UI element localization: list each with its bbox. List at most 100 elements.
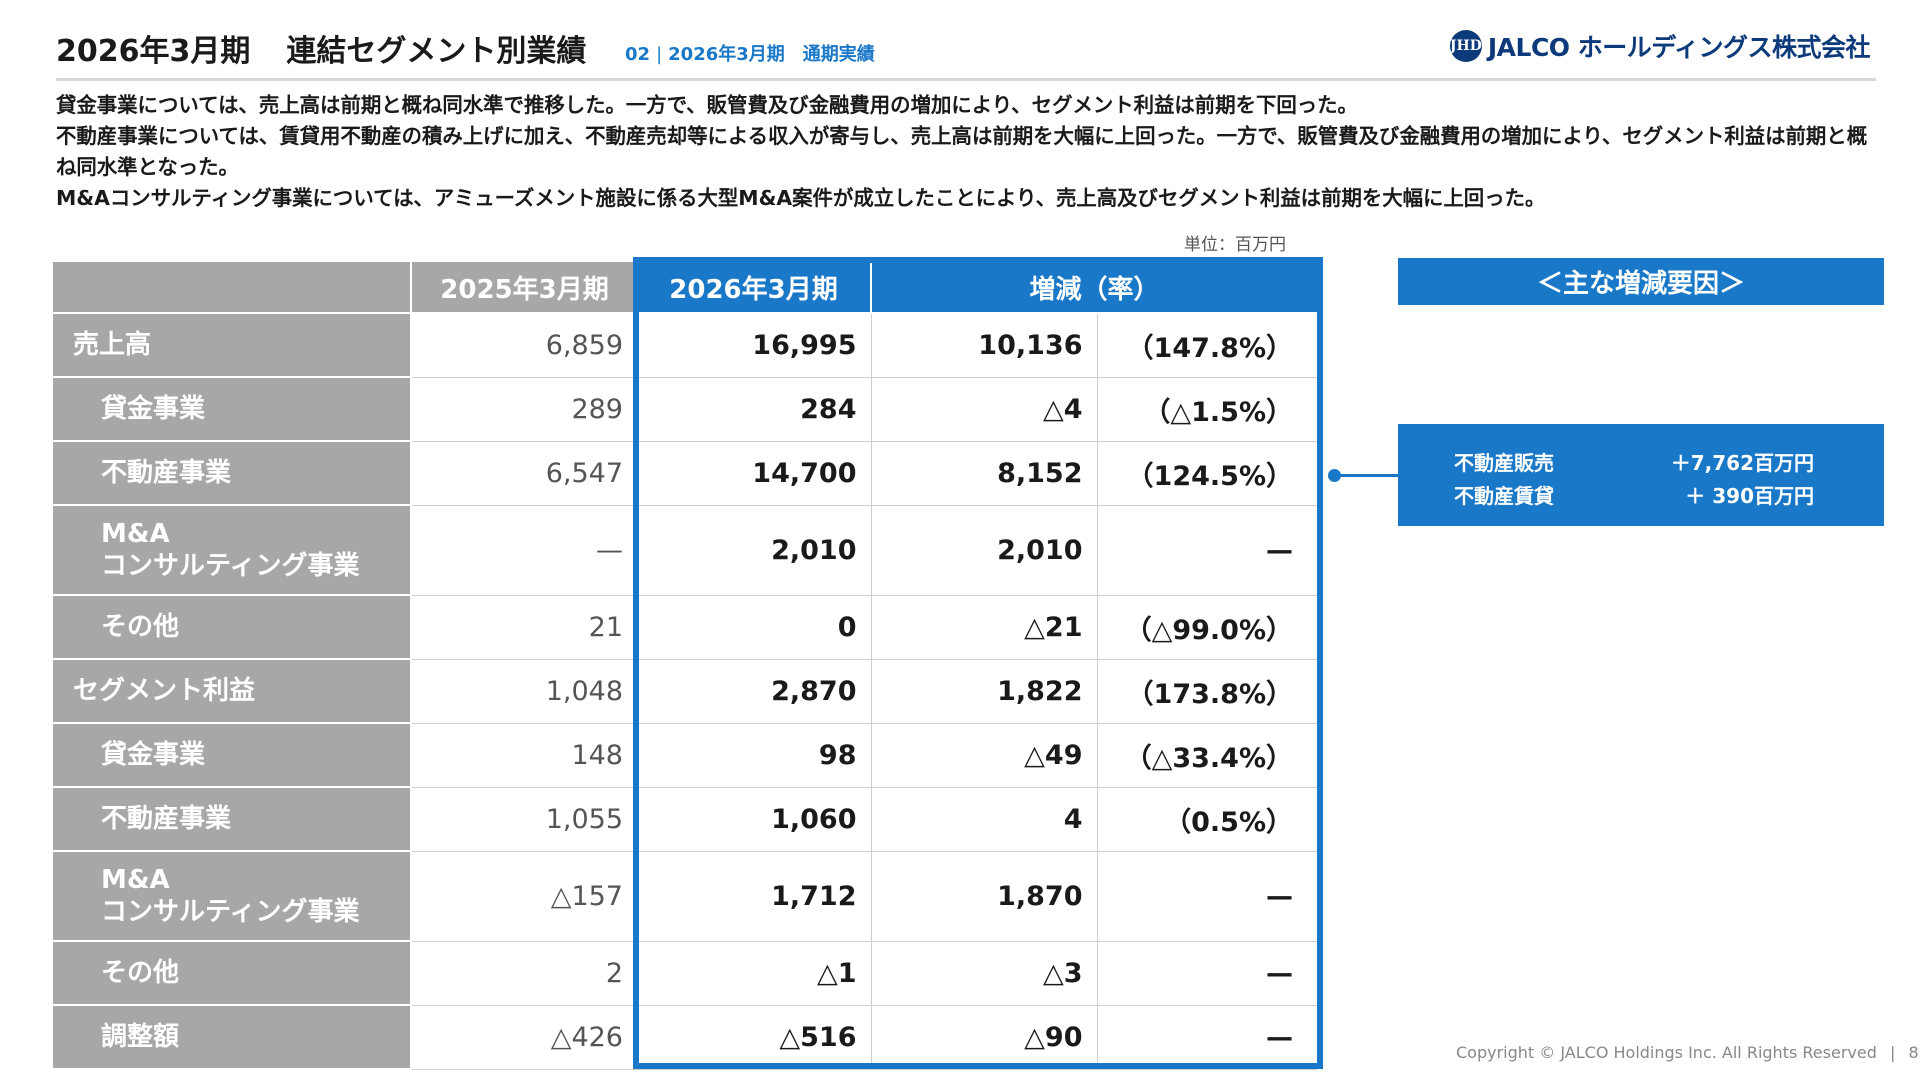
cell-prev: 6,547 <box>411 441 637 506</box>
factor-item: 不動産賃貸 ＋ 390百万円 <box>1454 480 1814 509</box>
row-label: M&A コンサルティング事業 <box>53 851 412 942</box>
cell-rate: — <box>1097 851 1318 942</box>
row-label: セグメント利益 <box>53 659 412 724</box>
cell-rate: — <box>1097 941 1318 1006</box>
cell-prev: 6,859 <box>411 313 637 378</box>
row-label-line1: M&A <box>101 865 170 895</box>
header-blank <box>53 262 412 314</box>
cell-rate: （△1.5%） <box>1097 377 1318 442</box>
cell-rate: （△99.0%） <box>1097 595 1318 660</box>
factors-heading: ＜主な増減要因＞ <box>1398 258 1884 305</box>
cell-cur: 284 <box>637 377 872 442</box>
row-label: 売上高 <box>53 313 412 378</box>
cell-prev: △157 <box>411 851 637 942</box>
row-label: 貸金事業 <box>53 377 412 442</box>
cell-diff: △4 <box>871 377 1098 442</box>
cell-diff: 4 <box>871 787 1098 852</box>
header-prev-period: 2025年3月期 <box>411 262 637 314</box>
cell-cur: 14,700 <box>637 441 872 506</box>
table-row: その他 2 △1 △3 — <box>53 941 1318 1006</box>
cell-prev: 289 <box>411 377 637 442</box>
cell-cur: 1,712 <box>637 851 872 942</box>
cell-prev: △426 <box>411 1005 637 1070</box>
cell-cur: 1,060 <box>637 787 872 852</box>
cell-diff: 8,152 <box>871 441 1098 506</box>
table-header-row: 2025年3月期 2026年3月期 増減（率） <box>53 262 1318 314</box>
description-ma: M&Aコンサルティング事業については、アミューズメント施設に係る大型M&A案件が… <box>56 186 1546 210</box>
logo-text: JALCO ホールディングス株式会社 <box>1487 33 1871 62</box>
footer-separator: | <box>1889 1043 1896 1062</box>
factor-label: 不動産賃貸 <box>1454 484 1554 508</box>
cell-diff: △90 <box>871 1005 1098 1070</box>
cell-prev: 148 <box>411 723 637 788</box>
description: 貸金事業については、売上高は前期と概ね同水準で推移した。一方で、販管費及び金融費… <box>56 90 1876 214</box>
cell-diff: 1,870 <box>871 851 1098 942</box>
row-label-line1: M&A <box>101 519 170 549</box>
row-label-line2: コンサルティング事業 <box>101 897 360 927</box>
row-label: その他 <box>53 595 412 660</box>
cell-rate: （124.5%） <box>1097 441 1318 506</box>
cell-cur: 0 <box>637 595 872 660</box>
cell-cur: △516 <box>637 1005 872 1070</box>
cell-prev: — <box>411 505 637 596</box>
cell-diff: △3 <box>871 941 1098 1006</box>
cell-diff: 2,010 <box>871 505 1098 596</box>
cell-rate: （0.5%） <box>1097 787 1318 852</box>
factors-box: 不動産販売 ＋7,762百万円 不動産賃貸 ＋ 390百万円 <box>1398 424 1884 526</box>
header-cur-period: 2026年3月期 <box>637 262 872 314</box>
table-row: 売上高 6,859 16,995 10,136 （147.8%） <box>53 313 1318 378</box>
company-logo: JHD JALCO ホールディングス株式会社 <box>1449 28 1871 64</box>
cell-prev: 21 <box>411 595 637 660</box>
row-label: M&A コンサルティング事業 <box>53 505 412 596</box>
connector-dot <box>1328 469 1341 482</box>
header-change: 増減（率） <box>871 262 1318 314</box>
table-row: 不動産事業 1,055 1,060 4 （0.5%） <box>53 787 1318 852</box>
segment-results-table: 2025年3月期 2026年3月期 増減（率） 売上高 6,859 16,995… <box>53 262 1318 1070</box>
page-number: 8 <box>1908 1043 1919 1062</box>
factor-label: 不動産販売 <box>1454 451 1554 475</box>
title-main: 連結セグメント別業績 <box>286 34 587 69</box>
section-number: 02 <box>625 44 651 65</box>
table-row: 貸金事業 148 98 △49 （△33.4%） <box>53 723 1318 788</box>
cell-prev: 2 <box>411 941 637 1006</box>
cell-rate: （147.8%） <box>1097 313 1318 378</box>
description-real-estate: 不動産事業については、賃貸用不動産の積み上げに加え、不動産売却等による収入が寄与… <box>56 124 1868 179</box>
table-row: M&A コンサルティング事業 △157 1,712 1,870 — <box>53 851 1318 942</box>
description-lending: 貸金事業については、売上高は前期と概ね同水準で推移した。一方で、販管費及び金融費… <box>56 93 1358 117</box>
table-row: 貸金事業 289 284 △4 （△1.5%） <box>53 377 1318 442</box>
row-label: 調整額 <box>53 1005 412 1070</box>
cell-cur: 16,995 <box>637 313 872 378</box>
title-period: 2026年3月期 <box>56 34 251 69</box>
table-row: その他 21 0 △21 （△99.0%） <box>53 595 1318 660</box>
cell-diff: △49 <box>871 723 1098 788</box>
factor-value: ＋ 390百万円 <box>1685 484 1814 508</box>
cell-cur: 2,010 <box>637 505 872 596</box>
row-label: その他 <box>53 941 412 1006</box>
connector-line <box>1336 474 1398 477</box>
table-row: セグメント利益 1,048 2,870 1,822 （173.8%） <box>53 659 1318 724</box>
cell-diff: 10,136 <box>871 313 1098 378</box>
subtitle-separator: | <box>656 44 663 65</box>
page-subtitle: 02 | 2026年3月期 通期実績 <box>625 40 875 66</box>
logo-mark-icon: JHD <box>1449 30 1482 62</box>
header-divider <box>56 78 1876 81</box>
table-row: 調整額 △426 △516 △90 — <box>53 1005 1318 1070</box>
cell-cur: 98 <box>637 723 872 788</box>
row-label: 不動産事業 <box>53 787 412 852</box>
factor-item: 不動産販売 ＋7,762百万円 <box>1454 447 1814 476</box>
section-label: 2026年3月期 通期実績 <box>668 44 875 65</box>
table-row: M&A コンサルティング事業 — 2,010 2,010 — <box>53 505 1318 596</box>
cell-rate: — <box>1097 505 1318 596</box>
factor-value: ＋7,762百万円 <box>1670 451 1814 475</box>
cell-diff: 1,822 <box>871 659 1098 724</box>
cell-cur: 2,870 <box>637 659 872 724</box>
cell-rate: （173.8%） <box>1097 659 1318 724</box>
row-label: 不動産事業 <box>53 441 412 506</box>
copyright: Copyright © JALCO Holdings Inc. All Righ… <box>1456 1043 1919 1062</box>
cell-cur: △1 <box>637 941 872 1006</box>
page-title: 2026年3月期 連結セグメント別業績 <box>56 26 586 70</box>
cell-prev: 1,055 <box>411 787 637 852</box>
copyright-text: Copyright © JALCO Holdings Inc. All Righ… <box>1456 1043 1877 1062</box>
row-label: 貸金事業 <box>53 723 412 788</box>
cell-rate: （△33.4%） <box>1097 723 1318 788</box>
